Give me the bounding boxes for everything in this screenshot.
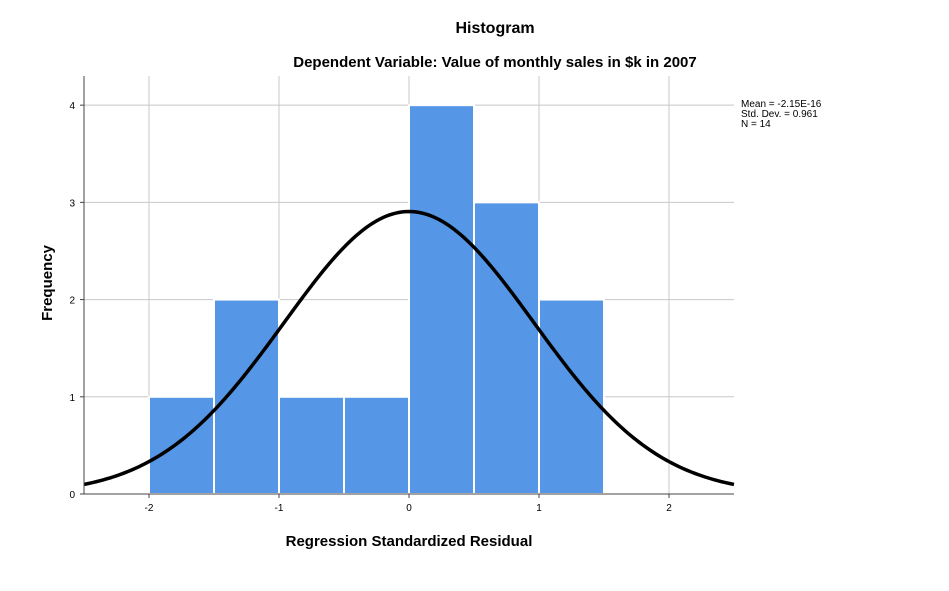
chart-subtitle: Dependent Variable: Value of monthly sal… — [293, 54, 696, 71]
histogram-bar — [473, 201, 540, 495]
y-axis-title: Frequency — [39, 244, 56, 321]
histogram-bar — [343, 395, 410, 496]
y-tick-label: 0 — [69, 490, 75, 501]
stat-sd: Std. Dev. = 0.961 — [741, 109, 818, 120]
x-tick-label: 0 — [406, 503, 412, 514]
axes — [80, 76, 734, 498]
x-tick-labels: -2 -1 0 1 2 — [145, 503, 673, 514]
y-tick-label: 3 — [69, 198, 75, 209]
y-tick-label: 2 — [69, 296, 75, 307]
histogram-bar — [148, 395, 215, 496]
histogram-bar — [278, 395, 345, 496]
histogram-bar — [213, 298, 280, 495]
histogram-bar — [408, 104, 475, 496]
chart-title: Histogram — [455, 20, 534, 37]
y-tick-label: 4 — [69, 101, 75, 112]
y-tick-labels: 0 1 2 3 4 — [69, 101, 75, 501]
x-tick-label: 2 — [666, 503, 672, 514]
stat-mean: Mean = -2.15E-16 — [741, 99, 822, 110]
x-tick-label: -2 — [145, 503, 154, 514]
x-tick-label: -1 — [275, 503, 284, 514]
stat-n: N = 14 — [741, 119, 771, 130]
y-tick-label: 1 — [69, 393, 75, 404]
stats-box: Mean = -2.15E-16 Std. Dev. = 0.961 N = 1… — [741, 99, 822, 130]
histogram-bar — [538, 298, 605, 495]
x-tick-label: 1 — [536, 503, 542, 514]
normal-curve — [83, 209, 735, 487]
x-axis-title: Regression Standardized Residual — [286, 533, 533, 550]
